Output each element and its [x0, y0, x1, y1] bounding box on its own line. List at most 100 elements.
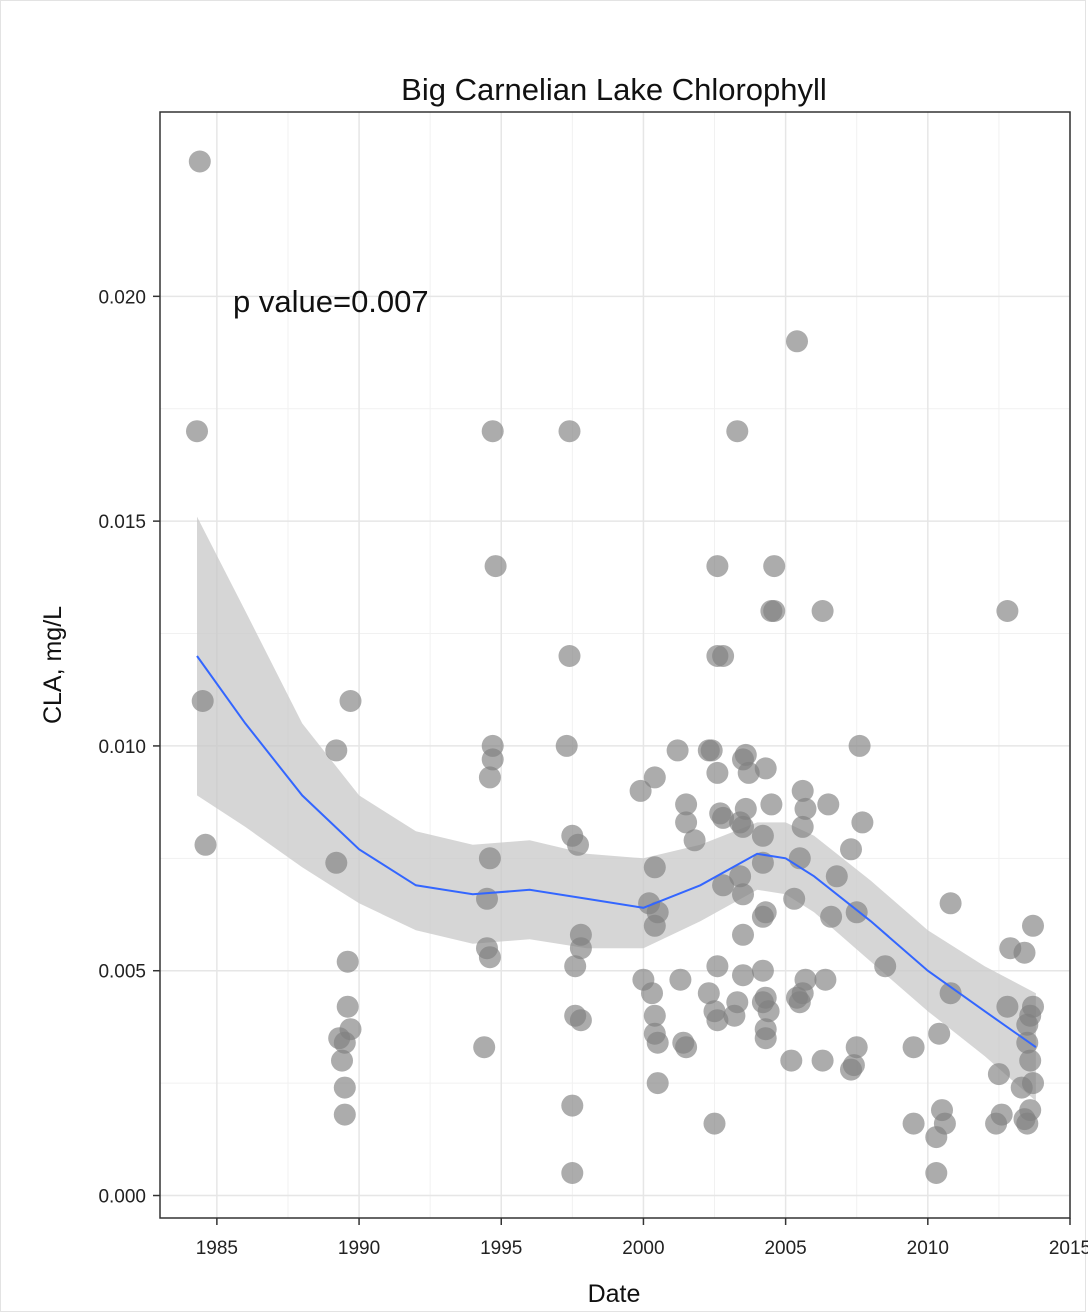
data-point	[567, 833, 589, 856]
data-point	[641, 982, 663, 1005]
y-axis-title: CLA, mg/L	[39, 606, 67, 724]
data-point	[996, 995, 1019, 1018]
data-point	[791, 779, 814, 802]
data-point	[558, 645, 581, 667]
data-point	[723, 1004, 746, 1027]
data-point	[666, 739, 689, 762]
data-point	[555, 734, 578, 757]
data-point	[473, 1036, 496, 1059]
data-point	[726, 420, 749, 443]
x-tick-label: 2000	[622, 1238, 664, 1259]
grid	[160, 112, 1071, 1218]
data-point	[848, 734, 871, 757]
data-point	[939, 982, 962, 1005]
data-point	[191, 690, 214, 712]
data-point	[481, 748, 504, 771]
y-tick-label: 0.005	[98, 962, 146, 983]
data-point	[476, 887, 498, 910]
data-point	[643, 856, 666, 879]
data-point	[996, 600, 1019, 622]
x-tick-label: 2010	[907, 1238, 949, 1259]
data-point	[820, 905, 843, 928]
x-tick-label: 2015	[1049, 1238, 1088, 1259]
data-point	[1013, 941, 1036, 964]
data-point	[780, 1049, 803, 1072]
data-point	[706, 1009, 729, 1032]
data-point	[925, 1126, 948, 1149]
data-point	[751, 824, 774, 847]
data-point	[788, 847, 811, 870]
data-point	[643, 914, 666, 937]
data-point	[817, 793, 840, 816]
smooth-trend-line	[196, 655, 1037, 1049]
data-point	[675, 811, 698, 834]
y-tick-label: 0.010	[98, 737, 146, 758]
data-point	[336, 950, 359, 973]
data-point	[569, 937, 592, 960]
data-point	[333, 1076, 356, 1099]
data-point	[751, 959, 774, 982]
data-point	[814, 968, 837, 991]
chart-title: Big Carnelian Lake Chlorophyll	[401, 72, 827, 107]
data-point	[629, 779, 652, 802]
data-point	[788, 991, 811, 1014]
data-point	[1010, 1076, 1033, 1099]
data-point	[751, 851, 774, 874]
smooth-line	[196, 655, 1037, 1049]
data-point	[712, 874, 735, 897]
data-point	[763, 600, 786, 622]
x-tick-label: 2005	[764, 1238, 806, 1259]
data-point	[188, 150, 211, 173]
data-point	[646, 1072, 669, 1095]
data-point	[700, 739, 723, 762]
data-point	[569, 1009, 592, 1032]
data-point	[706, 761, 729, 784]
data-point	[186, 420, 208, 443]
x-tick-label: 1995	[480, 1238, 522, 1259]
data-point	[1016, 1013, 1039, 1036]
data-point	[987, 1063, 1010, 1086]
data-point	[928, 1022, 951, 1045]
data-point	[561, 1162, 584, 1184]
y-tick-label: 0.015	[98, 512, 146, 533]
data-point	[194, 833, 217, 856]
data-point	[706, 555, 729, 578]
confidence-band	[197, 516, 1036, 1102]
data-point	[1022, 914, 1044, 937]
data-point	[811, 1049, 834, 1072]
data-point	[902, 1036, 925, 1059]
data-point	[643, 766, 666, 789]
data-point	[794, 797, 817, 820]
data-point	[703, 1112, 726, 1135]
data-point	[811, 600, 834, 622]
data-point	[754, 757, 777, 780]
data-point	[729, 865, 752, 888]
data-point	[754, 1027, 777, 1050]
data-point	[325, 851, 348, 874]
data-point	[874, 955, 897, 978]
data-point	[840, 838, 862, 861]
data-point	[786, 330, 808, 353]
data-point	[558, 420, 581, 443]
data-point	[564, 955, 587, 978]
data-point	[325, 739, 348, 762]
data-point	[478, 847, 501, 870]
data-point	[331, 1049, 353, 1072]
x-tick-label: 1990	[338, 1238, 380, 1259]
data-point	[481, 420, 504, 443]
panel-border	[159, 111, 1071, 1219]
data-point	[845, 1036, 868, 1059]
confidence-band-area	[197, 516, 1036, 1102]
data-point	[783, 887, 806, 910]
data-point	[732, 923, 754, 946]
data-point	[675, 1036, 698, 1059]
y-tick-label: 0.020	[98, 287, 146, 308]
data-point	[333, 1103, 356, 1126]
data-point	[675, 793, 698, 816]
data-point	[697, 982, 720, 1005]
data-point	[712, 806, 735, 829]
data-point	[336, 995, 359, 1018]
data-point	[737, 761, 760, 784]
